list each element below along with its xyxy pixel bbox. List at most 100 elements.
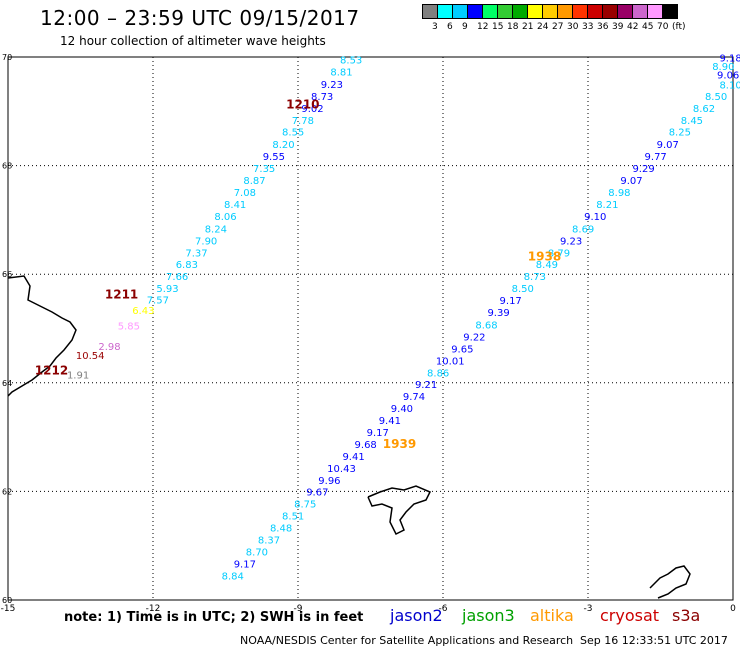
legend-label: 12 (477, 22, 489, 32)
lat-tick-label: 66 (2, 270, 12, 279)
legend-label: 21 (522, 22, 534, 32)
legend-label: 6 (447, 22, 453, 32)
wave-height-value: 7.66 (166, 272, 188, 283)
wave-height-value: 9.17 (500, 296, 522, 307)
wave-height-value: 8.53 (340, 56, 362, 67)
lat-tick-label: 62 (2, 487, 12, 496)
wave-height-value: 9.21 (415, 380, 437, 391)
wave-height-value: 9.06 (717, 71, 739, 82)
wave-height-value: 8.86 (427, 368, 449, 379)
legend-label: 24 (537, 22, 549, 32)
wave-height-value: 9.68 (355, 440, 377, 451)
legend-label: 39 (612, 22, 624, 32)
wave-height-value: 9.17 (234, 559, 256, 570)
wave-height-value: 9.74 (403, 392, 425, 403)
wave-height-value: 9.67 (306, 488, 328, 499)
map-title: 12:00 – 23:59 UTC 09/15/2017 (40, 6, 360, 30)
legend-label: 33 (582, 22, 594, 32)
wave-height-value: 6.83 (176, 260, 198, 271)
wave-height-value: 9.77 (645, 152, 667, 163)
wave-height-value: 7.90 (195, 236, 217, 247)
wave-height-value: 8.73 (311, 92, 333, 103)
lat-tick-label: 60 (2, 596, 12, 605)
wave-height-value: 8.24 (205, 224, 227, 235)
satellite-name-cryosat: cryosat (600, 606, 660, 625)
satellite-name-altika: altika (530, 606, 574, 625)
wave-height-value: 9.23 (560, 236, 582, 247)
wave-height-value: 9.02 (301, 104, 323, 115)
wave-height-value: 9.40 (391, 404, 413, 415)
pass-time-label: 1210 (286, 98, 319, 112)
shetland-coastline (649, 565, 691, 599)
legend-label: 9 (462, 22, 468, 32)
wave-height-value: 8.48 (270, 524, 292, 535)
wave-height-value: 5.93 (156, 284, 178, 295)
legend-label: 30 (567, 22, 579, 32)
wave-height-value: 8.81 (330, 67, 352, 78)
legend-label: 27 (552, 22, 564, 32)
legend-swatch (662, 4, 678, 19)
wave-height-value: 9.07 (620, 176, 642, 187)
wave-height-value: 10.54 (76, 351, 105, 362)
wave-height-value: 8.10 (719, 80, 740, 91)
wave-height-value: 10.01 (436, 356, 465, 367)
wave-height-value: 8.50 (512, 284, 534, 295)
satellite-name-jason2: jason2 (390, 606, 443, 625)
pass-time-label: 1938 (528, 250, 561, 264)
wave-height-value: 8.25 (669, 128, 691, 139)
wave-height-value: 8.50 (705, 92, 727, 103)
color-legend-labels: 3 6 9 12 15 18 21 24 27 30 33 36 39 42 45 70 (ft) (422, 22, 740, 36)
satellite-name-s3a: s3a (672, 606, 701, 625)
wave-height-value: 8.70 (246, 547, 268, 558)
map-subtitle: 12 hour collection of altimeter wave hei… (60, 34, 326, 48)
wave-height-value: 8.69 (572, 224, 594, 235)
wave-height-value: 7.37 (185, 248, 207, 259)
wave-height-value: 7.78 (292, 116, 314, 127)
iceland-coastline (7, 275, 77, 397)
wave-height-value: 8.20 (272, 140, 294, 151)
lon-tick-label: -6 (439, 604, 448, 614)
wave-height-value: 9.39 (487, 308, 509, 319)
lon-tick-label: -3 (584, 604, 593, 614)
footnote: note: 1) Time is in UTC; 2) SWH is in fe… (64, 610, 364, 625)
pass-time-label: 1212 (35, 364, 68, 378)
wave-height-value: 10.43 (327, 464, 356, 475)
wave-height-value: 7.57 (147, 296, 169, 307)
wave-height-value: 8.37 (258, 536, 280, 547)
wave-height-value: 8.98 (608, 188, 630, 199)
wave-height-value: 8.55 (282, 128, 304, 139)
lon-tick-label: -9 (294, 604, 303, 614)
faroe-islands-coastline (367, 485, 432, 536)
wave-height-value: 9.18 (719, 53, 740, 64)
wave-height-value: 9.22 (463, 332, 485, 343)
color-legend (422, 4, 678, 19)
wave-height-value: 1.91 (67, 370, 89, 381)
wave-height-value: 9.65 (451, 344, 473, 355)
wave-height-value: 8.06 (214, 212, 236, 223)
wave-height-value: 8.21 (596, 200, 618, 211)
wave-height-value: 9.23 (321, 80, 343, 91)
lon-tick-label: 0 (730, 604, 736, 614)
wave-height-value: 9.41 (379, 416, 401, 427)
wave-height-value: 2.98 (98, 342, 120, 353)
lat-tick-label: 70 (2, 53, 12, 62)
satellite-name-jason3: jason3 (462, 606, 515, 625)
legend-label: 45 (642, 22, 654, 32)
wave-height-value: 9.29 (632, 164, 654, 175)
legend-label: 70 (657, 22, 669, 32)
wave-height-value: 8.41 (224, 200, 246, 211)
wave-height-value: 8.51 (282, 512, 304, 523)
wave-height-value: 7.35 (253, 164, 275, 175)
map-frame (7, 56, 734, 601)
wave-height-value: 8.68 (475, 321, 497, 332)
pass-time-label: 1211 (105, 288, 138, 302)
wave-height-value: 9.41 (342, 452, 364, 463)
pass-time-label: 1939 (383, 437, 416, 451)
generation-timestamp: Sep 16 12:33:51 UTC 2017 (580, 634, 728, 647)
wave-height-value: 8.73 (524, 272, 546, 283)
wave-height-value: 9.10 (584, 212, 606, 223)
lat-tick-label: 64 (2, 379, 12, 388)
wave-height-value: 8.79 (548, 248, 570, 259)
wave-height-value: 8.49 (536, 260, 558, 271)
